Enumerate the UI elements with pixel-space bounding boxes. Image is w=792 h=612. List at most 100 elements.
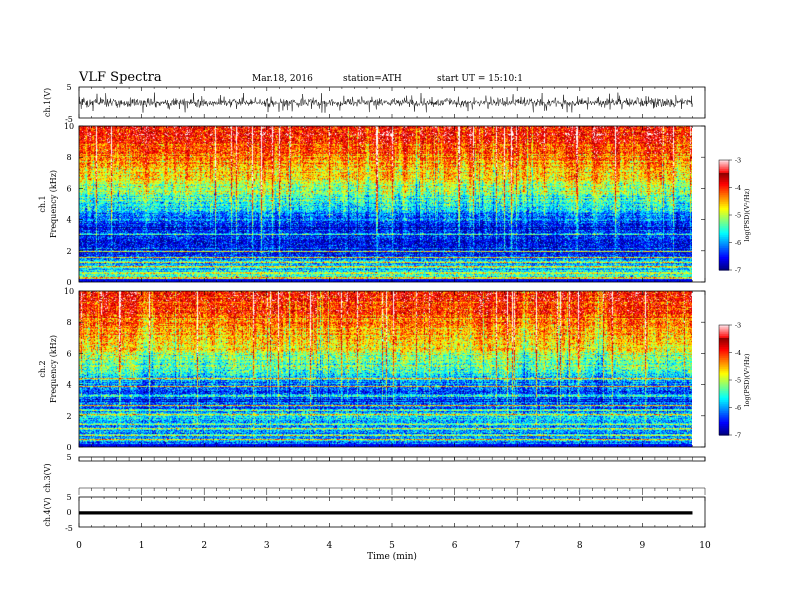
- colorbar-ch1-cell: [719, 165, 729, 168]
- colorbar-ch2-cell: [719, 334, 729, 337]
- colorbar-ch1-cell: [719, 216, 729, 220]
- x-tick-label: 10: [699, 541, 711, 551]
- colorbar-ch2-tick-label: -3: [735, 322, 741, 330]
- colorbar-ch2-cell: [719, 403, 729, 407]
- ch1-spectrogram-image: [79, 126, 692, 282]
- sp1-ytick-label: 0: [66, 278, 71, 287]
- colorbar-ch2-cell: [719, 341, 729, 344]
- sp1-channel-label: ch.1: [38, 195, 47, 212]
- colorbar-ch1-cell: [719, 229, 729, 233]
- colorbar-ch2-cell: [719, 365, 729, 368]
- colorbar-ch1: -3 -4 -5 -6 -7 log(PSD)(V²/Hz): [718, 157, 751, 275]
- colorbar-ch1-cell: [719, 213, 729, 216]
- colorbar-ch2-cell: [719, 409, 729, 412]
- colorbar-ch1-cell: [719, 218, 729, 222]
- colorbar-ch1-cell: [719, 183, 729, 187]
- ch4-ytick-label: 0: [66, 508, 71, 517]
- colorbar-ch2-cell: [719, 385, 729, 388]
- sp2-ytick-label: 2: [66, 412, 71, 421]
- colorbar-ch2-cell: [719, 427, 729, 431]
- colorbar-ch1-cell: [719, 257, 729, 260]
- ch1-spectrogram-panel: 0 2 4 6 8 10 ch.1 Frequency (kHz): [38, 122, 706, 287]
- colorbar-ch2-cell: [719, 367, 729, 370]
- colorbar-ch2-cell: [719, 392, 729, 396]
- colorbar-ch1-cell: [719, 220, 729, 223]
- colorbar-ch1-cell: [719, 193, 729, 196]
- colorbar-ch2-cell: [719, 418, 729, 421]
- colorbar-ch1-cell: [719, 238, 729, 242]
- colorbar-ch1-cell: [719, 209, 729, 212]
- sp2-channel-label: ch.2: [38, 360, 47, 377]
- colorbar-ch2-cell: [719, 328, 729, 332]
- colorbar-ch1-cell: [719, 200, 729, 203]
- colorbar-ch2-cell: [719, 420, 729, 423]
- colorbar-ch2-cell: [719, 405, 729, 409]
- ch1-ytick-label: 5: [66, 83, 71, 92]
- colorbar-ch2-cell: [719, 372, 729, 376]
- colorbar-ch1-cell: [719, 249, 729, 253]
- x-tick-label: 6: [452, 541, 458, 551]
- colorbar-ch1-cell: [719, 174, 729, 178]
- colorbar-ch2-cell: [719, 352, 729, 355]
- ch3-ylabel: ch.3(V): [43, 463, 52, 492]
- colorbar-ch2-cell: [719, 376, 729, 379]
- colorbar-ch2-tick-label: -6: [735, 404, 741, 412]
- colorbar-ch1-cell: [719, 259, 729, 262]
- x-tick-label: 8: [577, 541, 583, 551]
- colorbar-ch2-cell: [719, 413, 729, 416]
- colorbar-ch2-cell: [719, 350, 729, 354]
- sp2-ytick-label: 8: [66, 318, 71, 327]
- sp1-ytick-label: 2: [66, 247, 71, 256]
- ch2-spectrogram-panel: 0 2 4 6 8 10 ch.2 Frequency (kHz): [38, 287, 706, 452]
- colorbar-ch2-cell: [719, 356, 729, 359]
- colorbar-ch2-cell: [719, 425, 729, 429]
- colorbar-ch2-cell: [719, 337, 729, 341]
- colorbar-ch1-cell: [719, 167, 729, 170]
- colorbar-ch1-cell: [719, 262, 729, 266]
- colorbar-ch2-cell: [719, 414, 729, 418]
- colorbar-ch1-cell: [719, 266, 729, 269]
- x-tick-label: 5: [389, 541, 395, 551]
- colorbar-ch2-cell: [719, 343, 729, 346]
- colorbar-ch2-cell: [719, 407, 729, 410]
- colorbar-ch1-cell: [719, 189, 729, 192]
- x-tick-label: 7: [514, 541, 520, 551]
- colorbar-ch2-cell: [719, 330, 729, 333]
- colorbar-ch2-cell: [719, 345, 729, 348]
- colorbar-ch1-cell: [719, 244, 729, 247]
- sp1-ytick-label: 8: [66, 153, 71, 162]
- colorbar-ch2-cell: [719, 378, 729, 381]
- ch1-trace: [78, 92, 693, 113]
- colorbar-ch2-cell: [719, 380, 729, 383]
- ch4-ytick-label: 5: [66, 493, 71, 502]
- ch1-ylabel: ch.1(V): [43, 88, 52, 117]
- colorbar-ch2-cell: [719, 339, 729, 343]
- colorbar-ch1-cell: [719, 169, 729, 172]
- colorbar-ch1-tick-label: -4: [735, 184, 741, 192]
- x-tick-label: 9: [640, 541, 646, 551]
- colorbar-ch1-cell: [719, 260, 729, 264]
- colorbar-ch2-cell: [719, 396, 729, 399]
- colorbar-ch2-cell: [719, 422, 729, 425]
- colorbar-ch2-cell: [719, 332, 729, 335]
- colorbar-ch1-cell: [719, 163, 729, 167]
- colorbar-ch1-cell: [719, 251, 729, 255]
- colorbar-ch1-cell: [719, 242, 729, 245]
- colorbar-ch2-tick-label: -5: [735, 377, 741, 385]
- sp2-ylabel: Frequency (kHz): [49, 335, 58, 403]
- colorbar-ch1-cell: [719, 248, 729, 251]
- colorbar-ch2-cell: [719, 431, 729, 434]
- x-tick-label: 3: [264, 541, 270, 551]
- plot-title: VLF Spectra: [79, 70, 162, 85]
- colorbar-ch1-cell: [719, 222, 729, 225]
- colorbar-ch1-cell: [719, 196, 729, 200]
- colorbar-ch1-cell: [719, 224, 729, 227]
- colorbar-ch1-cell: [719, 185, 729, 189]
- colorbar-ch2-cell: [719, 402, 729, 405]
- colorbar-ch2-cell: [719, 374, 729, 377]
- station-label: station=ATH: [343, 74, 402, 84]
- ch3-waveform-panel: 5 ch.3(V): [43, 453, 706, 493]
- colorbar-ch2-cell: [719, 411, 729, 414]
- colorbar-ch2: -3 -4 -5 -6 -7 log(PSD)(V²/Hz): [718, 322, 751, 440]
